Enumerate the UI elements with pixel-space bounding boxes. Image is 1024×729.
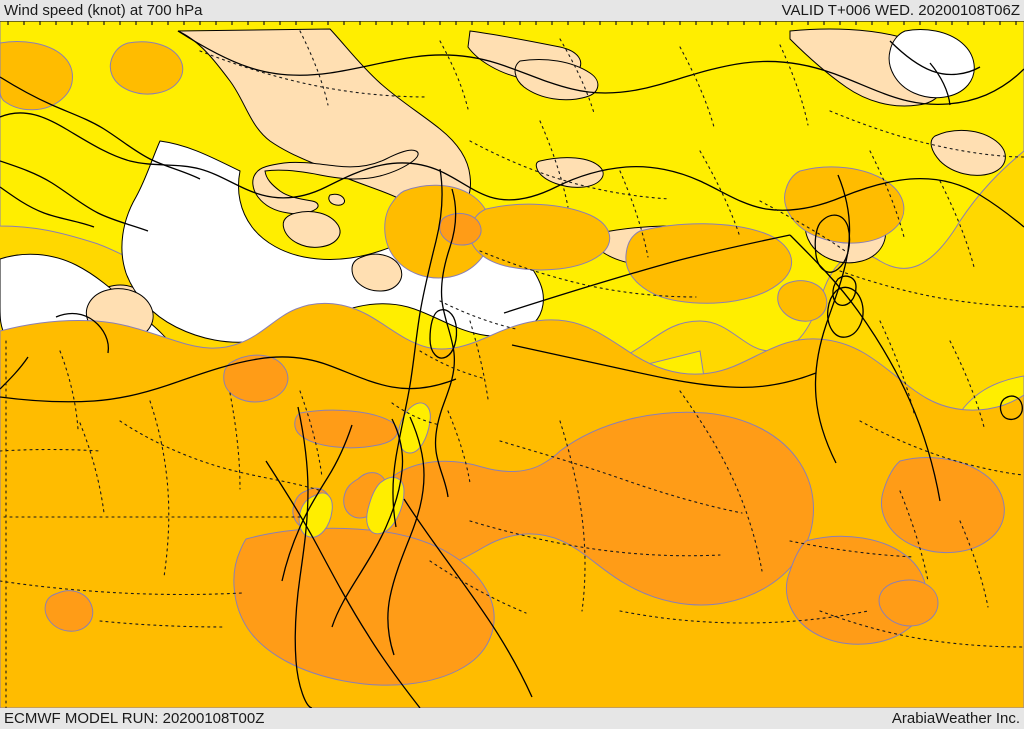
band-30-35-group xyxy=(44,212,1005,686)
page-title: Wind speed (knot) at 700 hPa xyxy=(4,2,203,19)
model-run-label: ECMWF MODEL RUN: 20200108T00Z xyxy=(4,710,265,727)
map-tick-frame xyxy=(0,21,1024,25)
weather-map xyxy=(0,21,1024,708)
map-canvas xyxy=(0,21,1024,708)
valid-time-label: VALID T+006 WED. 20200108T06Z xyxy=(781,2,1020,19)
footer-bar: ECMWF MODEL RUN: 20200108T00Z ArabiaWeat… xyxy=(0,708,1024,729)
coastlines-group xyxy=(0,30,1024,708)
admin-boundaries-group xyxy=(0,30,1024,708)
header-bar: Wind speed (knot) at 700 hPa VALID T+006… xyxy=(0,0,1024,21)
provider-label: ArabiaWeather Inc. xyxy=(891,710,1020,727)
